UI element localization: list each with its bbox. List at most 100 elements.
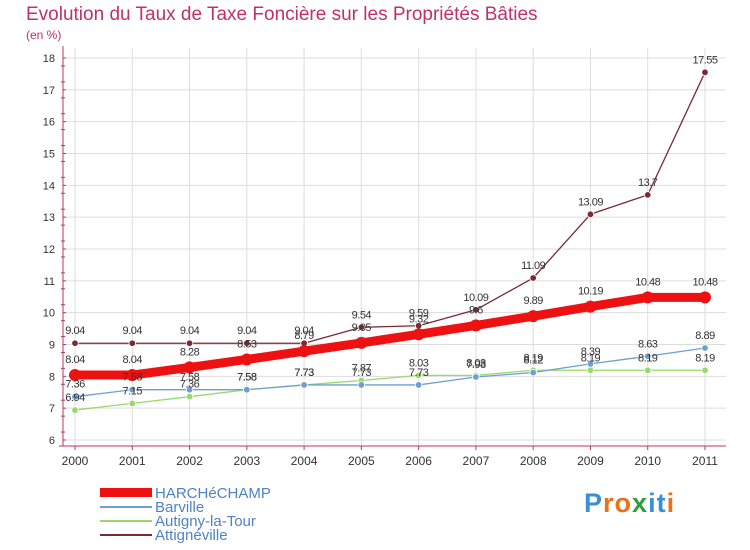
data-label: 7.73 (294, 367, 314, 379)
data-label: 9.6 (469, 304, 483, 316)
logo-letter: t (656, 488, 667, 518)
data-label: 7.36 (180, 379, 200, 391)
logo-letter: x (632, 488, 649, 518)
data-point (128, 399, 136, 408)
data-label: 8.53 (237, 338, 257, 350)
data-point (469, 319, 482, 332)
data-label: 7.73 (352, 367, 372, 379)
data-point (586, 366, 595, 374)
data-label: 9.89 (523, 295, 543, 307)
data-label: 8.04 (123, 354, 143, 366)
legend-swatch-harchechamp (100, 488, 152, 497)
legend-swatch-barville (100, 506, 152, 508)
x-tick-label: 2011 (692, 454, 718, 468)
data-label: 9.32 (409, 313, 429, 325)
data-point (414, 381, 423, 389)
data-point (414, 371, 423, 380)
data-label: 7.15 (123, 385, 143, 397)
logo-letter: i (666, 488, 676, 518)
series-line-3 (74, 71, 706, 344)
data-label: 10.48 (692, 276, 717, 288)
y-tick-label: 6 (49, 435, 55, 447)
data-label: 8.63 (638, 338, 658, 350)
series-line-1 (74, 347, 706, 398)
data-label: 8.03 (466, 357, 486, 369)
logo-letter: r (603, 488, 615, 518)
y-tick-label: 17 (43, 85, 55, 97)
series-line-0 (70, 292, 710, 380)
data-label: 13.09 (578, 196, 603, 208)
data-label: 11.09 (521, 260, 546, 272)
data-label: 9.04 (180, 325, 200, 337)
x-tick-label: 2006 (405, 454, 432, 468)
data-label: 9.04 (123, 325, 143, 337)
data-label: 9.05 (352, 322, 372, 334)
data-label: 8.19 (638, 352, 658, 364)
y-tick-label: 8 (49, 371, 55, 383)
data-point (472, 373, 480, 381)
data-label: 7.58 (180, 372, 200, 384)
data-point (71, 393, 79, 401)
data-point (644, 352, 652, 360)
data-point (644, 366, 652, 374)
x-tick-label: 2010 (634, 454, 661, 468)
proxiti-logo: Proxiti (584, 488, 675, 519)
data-point (357, 323, 366, 332)
data-label: 8.89 (695, 330, 715, 342)
data-label: 9.54 (352, 309, 372, 321)
x-tick-label: 2001 (119, 454, 146, 468)
x-tick-label: 2009 (577, 454, 604, 468)
y-tick-label: 13 (43, 212, 55, 224)
data-label: 8.39 (581, 346, 601, 358)
data-point (128, 386, 136, 394)
x-tick-label: 2004 (291, 454, 318, 468)
data-point (701, 68, 709, 77)
data-point (243, 339, 251, 347)
data-label: 8.19 (581, 352, 601, 364)
data-label: 10.09 (463, 292, 488, 304)
legend-label: Barville (155, 499, 205, 516)
data-label: 7.73 (409, 367, 429, 379)
data-label: 7.58 (237, 372, 257, 384)
data-point (126, 369, 139, 382)
data-point (586, 210, 595, 219)
data-point (412, 328, 425, 341)
data-label: 7.58 (237, 372, 257, 384)
data-label: 7.58 (123, 372, 143, 384)
x-tick-label: 2002 (176, 454, 203, 468)
data-point (701, 344, 709, 352)
logo-letter: i (648, 488, 657, 518)
data-point (71, 406, 79, 414)
x-tick-label: 2005 (348, 454, 375, 468)
logo-letter: P (584, 488, 604, 518)
data-label: 10.19 (578, 286, 603, 298)
y-tick-label: 14 (43, 180, 55, 192)
legend-label: HARCHéCHAMP (155, 485, 271, 502)
data-label: 8.04 (65, 354, 85, 366)
data-point (185, 386, 194, 394)
data-point (699, 291, 711, 304)
data-point (243, 386, 251, 394)
y-tick-label: 12 (43, 244, 55, 256)
y-tick-label: 15 (43, 149, 55, 161)
series-line-2 (74, 369, 706, 411)
data-label: 9.59 (409, 308, 429, 320)
data-label: 8.19 (523, 352, 543, 364)
y-tick-label: 16 (43, 117, 55, 129)
data-point (69, 369, 81, 382)
y-tick-label: 18 (43, 53, 55, 65)
data-point (701, 366, 709, 374)
data-label: 8.28 (180, 346, 200, 358)
data-label: 9.04 (65, 325, 85, 337)
chart-subtitle: (en %) (26, 28, 62, 42)
data-point (357, 381, 366, 389)
data-point (183, 361, 196, 374)
data-point (298, 345, 311, 358)
data-point (584, 300, 597, 313)
data-label: 10.48 (635, 276, 660, 288)
logo-letter: o (614, 488, 633, 518)
data-label: 7.36 (65, 379, 85, 391)
legend-label: Autigny-la-Tour (155, 513, 256, 530)
x-tick-label: 2008 (520, 454, 547, 468)
y-tick-label: 10 (43, 308, 55, 320)
